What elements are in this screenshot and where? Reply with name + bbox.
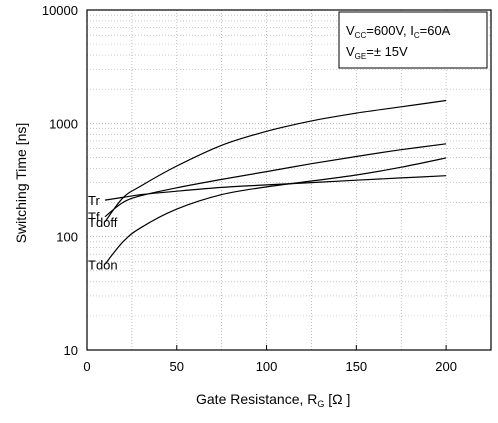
plot-frame <box>86 9 492 351</box>
x-tick-label: 150 <box>345 359 367 374</box>
series-lines <box>104 99 447 265</box>
axis-ticks: 0 50 100 150 200 10 100 1000 10000 <box>42 3 457 374</box>
x-tick-label: 50 <box>170 359 184 374</box>
condition-legend: VCC=600V, IC=60A VGE=± 15V <box>338 11 488 69</box>
legend-line-1: VCC=600V, IC=60A <box>346 23 451 40</box>
series-label-tr: Tr <box>88 193 100 208</box>
y-tick-label: 10 <box>64 343 78 358</box>
series-label-tdoff: Tdoff <box>88 215 118 230</box>
x-axis-label-main: Gate Resistance, R <box>196 391 317 407</box>
series-line-tdoff <box>104 99 447 223</box>
series-line-tf <box>104 143 447 218</box>
y-tick-label: 10000 <box>42 3 78 18</box>
x-tick-label: 200 <box>435 359 457 374</box>
y-tick-label: 100 <box>56 230 78 245</box>
legend-line-2: VGE=± 15V <box>346 44 408 61</box>
series-line-tdon <box>104 157 447 265</box>
x-axis-label-sub: G <box>317 399 324 409</box>
series-label-tdon: Tdon <box>88 257 118 272</box>
y-tick-label: 1000 <box>49 116 78 131</box>
legend-frame <box>338 11 488 69</box>
x-tick-label: 100 <box>256 359 278 374</box>
x-tick-label: 0 <box>83 359 90 374</box>
y-axis-label: Switching Time [ns] <box>13 123 29 244</box>
series-line-tr <box>104 175 447 201</box>
x-axis-label-unit: [Ω ] <box>324 391 350 407</box>
series-label-tf: Tf <box>88 210 100 225</box>
x-axis-label: Gate Resistance, RG [Ω ] <box>196 391 350 409</box>
